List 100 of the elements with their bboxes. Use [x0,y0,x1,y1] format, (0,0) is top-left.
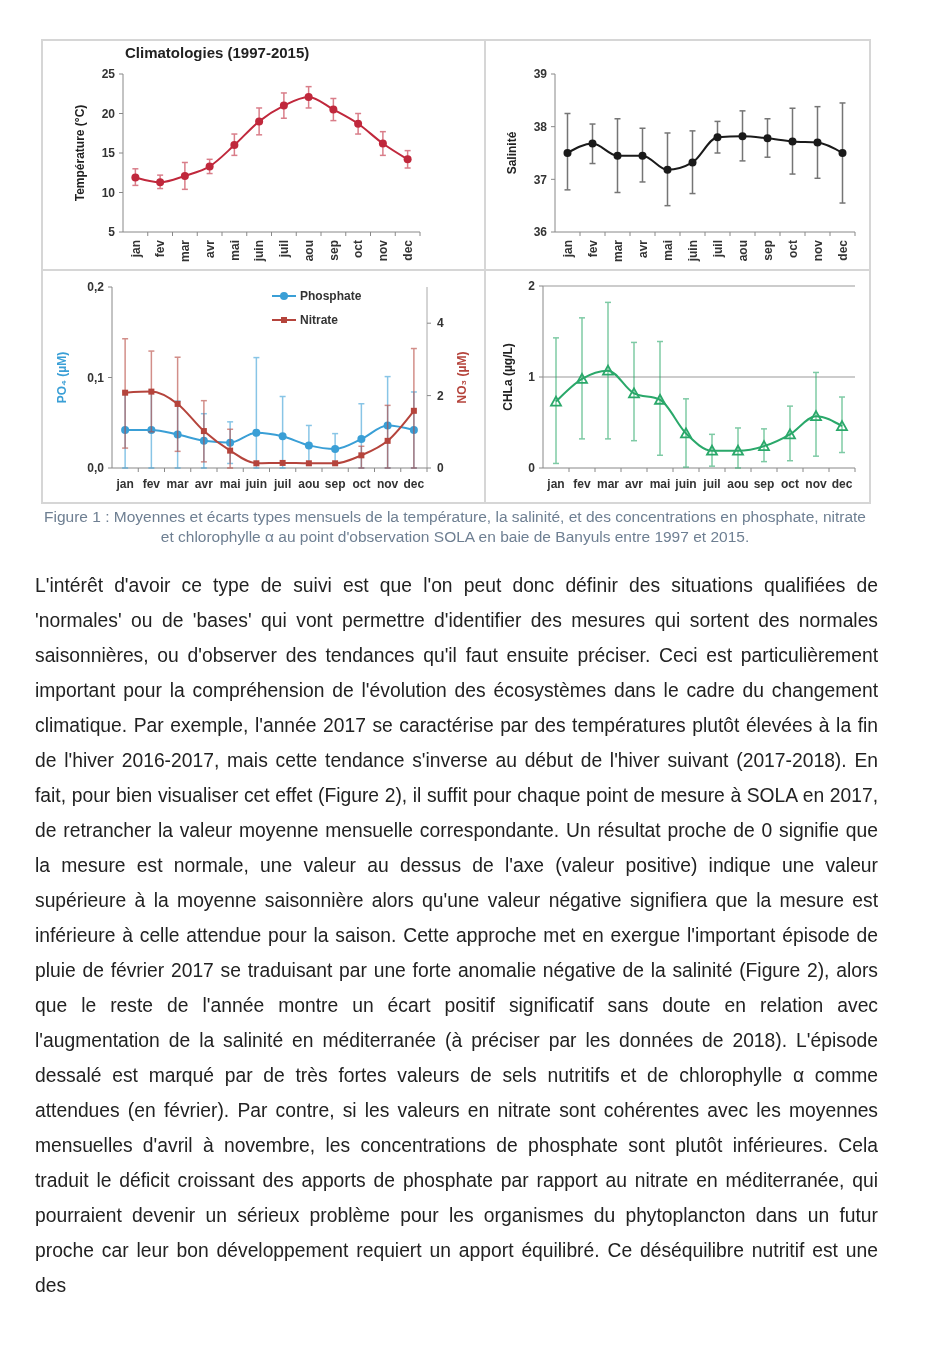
x-tick-label: sep [324,477,346,491]
y-tick-label: 39 [533,67,548,82]
point [628,387,640,399]
y-tick-label: 10 [101,185,116,200]
point [602,364,614,376]
y-tick-label: 36 [533,225,548,240]
point [180,171,189,180]
x-tick-label: oct [785,240,800,258]
point [680,427,692,439]
point [688,158,697,167]
y-tick-label: 15 [101,146,116,161]
point [378,139,387,148]
x-tick-label: juil [710,240,725,259]
x-tick-label: mai [649,477,671,491]
point [550,395,562,407]
y-tick-label: 20 [101,106,116,121]
point [304,441,313,450]
x-tick-label: avr [202,239,217,259]
x-tick-label: mar [596,477,620,491]
point [199,436,208,445]
x-tick-label: fev [153,239,168,258]
point [358,452,365,459]
x-tick-label: jan [546,477,565,491]
legend-label: Nitrate [300,313,339,328]
x-tick-label: sep [760,240,775,261]
x-tick-label: mai [660,240,675,261]
y-tick-label: 0,2 [87,280,105,295]
x-tick-label: sep [326,240,341,261]
point [354,119,363,128]
x-tick-label: juil [702,477,721,491]
point [131,173,140,182]
y-tick-label: 37 [533,172,548,187]
point [613,151,622,160]
x-tick-label: aou [727,477,749,491]
point [763,134,772,143]
y2-tick-label: 2 [437,388,444,403]
x-tick-label: avr [624,477,644,491]
y-tick-label: 0,0 [87,461,105,476]
point [227,447,234,454]
point [173,430,182,439]
x-tick-label: oct [781,477,799,491]
point [410,407,417,414]
point [409,425,418,434]
point [732,444,744,456]
point [576,372,588,384]
y-axis-title: Température (°C) [73,104,87,202]
x-tick-label: jan [128,240,143,259]
x-tick-label: mai [227,240,242,261]
point [121,425,130,434]
x-tick-label: fev [142,477,161,491]
x-tick-label: juin [685,240,700,263]
y-tick-label: 0 [528,461,536,476]
x-tick-label: nov [810,239,825,262]
caption: Figure 1 : Moyennes et écarts types mensuels de la température, la salinité, et des concentrations en phosphate, nitrate et chlorophylle α au point d'observation SOLA en baie de Banyuls entre 1997 et 2015. [43,507,867,547]
x-tick-label: aou [301,240,316,262]
x-tick-label: juil [277,240,292,259]
x-tick-label: oct [351,240,366,258]
point [252,428,261,437]
y-tick-label: 38 [533,119,548,134]
y2-tick-label: 4 [437,316,444,331]
x-tick-label: jan [560,240,575,259]
x-tick-label: dec [835,239,850,261]
x-tick-label: sep [753,477,775,491]
point [278,432,287,441]
x-tick-label: dec [831,477,853,491]
x-tick-label: juil [272,477,292,491]
x-tick-label: dec [403,477,425,491]
x-tick-label: nov [805,477,827,491]
y2-tick-label: 0 [437,461,444,476]
point [788,137,797,146]
point [784,428,796,440]
point [810,410,822,422]
x-tick-label: avr [194,477,214,491]
x-tick-label: nov [376,239,391,262]
point [357,435,366,444]
point [638,151,647,160]
x-tick-label: fev [585,239,600,258]
x-tick-label: aou [298,477,320,491]
y-tick-label: 0,1 [87,370,105,385]
point [588,139,597,148]
x-tick-label: dec [400,239,415,261]
x-tick-label: juin [674,477,697,491]
point [713,133,722,142]
x-tick-label: mar [610,239,625,263]
point [654,393,666,405]
legend-label: Phosphate [300,289,362,304]
text: L'intérêt d'avoir ce type de suivi est que l'on peut donc définir des situations qualifiées de 'normales' ou de 'bases' qui vont permettre d'identifier des mesures qui sortent des normales saisonnières, ou d'observer des tendances qu'il faut ensuite préciser. Ceci est particulièrement important pour la compréhension de l'évolution des écosystèmes dans le cadre du changement climatique. Par exemple, l'année 2017 se caractérise par des températures plutôt élevées à la fin de l'hiver 2016-2017, mais cette tendance s'inverse au début de l'hiver suivant (2017-2018). En fait, pour bien visualiser cet effet (Figure 2), il suffit pour chaque point de mesure à SOLA en 2017, de retrancher la valeur moyenne mensuelle correspondante. Un résultat proche de 0 signifie que la mesure est normale, une valeur au dessus de l'axe (valeur positive) indique une valeur supérieure à la moyenne saisonnière alors qu'une valeur négative signifiera que la mesure est inférieure à celle attendue pour la saison. Cette approche met en exergue l'important épisode de pluie de février 2017 se traduisant par une forte anomalie négative de la salinité (Figure 2), alors que le reste de l'année montre un écart positif significatif sans doute en relation avec l'augmentation de la salinité en méditerranée (à préciser par les données de 2018). L'épisode dessalé est marqué par de très fortes valeurs de sels nutritifs et de chlorophylle α comme attendues (en février). Par contre, si les valeurs en nitrate sont cohérentes avec les moyennes mensuelles d'avril à novembre, les concentrations de phosphate sont plutôt inférieures. Cela traduit le déficit croissant des apports de phosphate par rapport au nitrate en méditerranée, qui pourraient devenir un sérieux problème pour les organismes du phytoplancton dans un futur proche car leur bon développement requiert un apport équilibré. Ce déséquilibre nutritif est une des [35,575,878,1296]
y-tick-label: 2 [528,279,536,294]
x-tick-label: juin [244,477,268,491]
x-tick-label: aou [735,240,750,262]
x-tick-label: nov [376,477,399,491]
point [255,117,264,126]
point [384,437,391,444]
point [200,428,207,435]
y-axis-title: Salinité [505,131,519,175]
point [738,132,747,141]
y-tick-label: 25 [101,67,116,82]
x-tick-label: mar [178,239,193,263]
y-tick-label: 5 [108,225,116,240]
x-tick-label: fev [573,477,591,491]
